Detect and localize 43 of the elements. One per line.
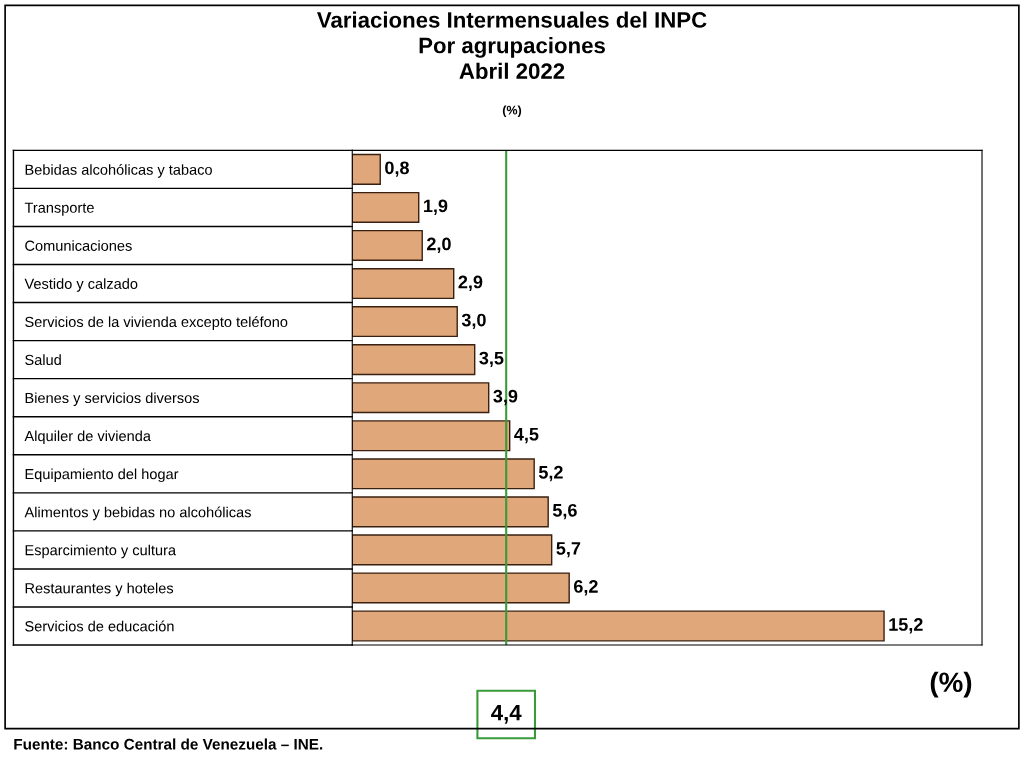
y-tick-label: Equipamiento del hogar bbox=[25, 468, 179, 483]
y-tick-label: Vestido y calzado bbox=[24, 278, 138, 292]
y-tick-label: Alquiler de vivienda bbox=[24, 430, 151, 445]
bar bbox=[352, 191, 420, 223]
bar bbox=[352, 344, 476, 376]
data-label: 0,8 bbox=[385, 161, 409, 177]
y-tick-label: Transporte bbox=[24, 202, 94, 216]
y-tick-label: Restaurantes y hoteles bbox=[25, 582, 174, 597]
bar bbox=[352, 610, 885, 642]
y-tick-label: Servicios de educación bbox=[25, 620, 174, 632]
data-label: 5,2 bbox=[538, 465, 563, 482]
data-label: 5,6 bbox=[552, 503, 577, 520]
data-label: 1,9 bbox=[424, 199, 448, 215]
bar bbox=[352, 229, 423, 262]
bar bbox=[352, 458, 535, 490]
y-tick-label: Comunicaciones bbox=[25, 240, 132, 251]
y-tick-label: Servicios de la vivienda excepto teléfono bbox=[25, 316, 288, 330]
bar bbox=[352, 153, 381, 185]
bar bbox=[352, 382, 490, 414]
ref-line-label: 4,4 bbox=[491, 704, 522, 724]
data-label: 3,0 bbox=[461, 313, 486, 330]
data-label: 4,5 bbox=[514, 427, 539, 444]
bar bbox=[352, 420, 511, 452]
data-label: 5,7 bbox=[556, 542, 581, 558]
bar bbox=[352, 534, 553, 566]
data-label: 3,5 bbox=[479, 351, 504, 368]
bar bbox=[352, 572, 570, 604]
y-tick-label: Esparcimiento y cultura bbox=[25, 544, 177, 559]
chart-subtitle: (%) bbox=[502, 105, 522, 118]
bar bbox=[352, 306, 458, 338]
bar bbox=[352, 267, 455, 300]
data-label: 2,0 bbox=[427, 237, 451, 253]
data-label: 15,2 bbox=[889, 618, 923, 634]
chart-title: Variaciones Intermensuales del INPC Por agrupaciones Abril 2022 bbox=[317, 11, 707, 80]
y-tick-label: Alimentos y bebidas no alcohólicas bbox=[24, 506, 251, 521]
data-label: 6,2 bbox=[574, 580, 598, 596]
y-tick-label: Bienes y servicios diversos bbox=[25, 392, 200, 406]
source-note: Fuente: Banco Central de Venezuela – INE. bbox=[14, 738, 323, 750]
y-tick-label: Bebidas alcohólicas y tabaco bbox=[25, 163, 212, 178]
bar bbox=[352, 496, 549, 528]
x-axis-title: (%) bbox=[930, 671, 972, 698]
y-tick-label: Salud bbox=[25, 354, 61, 366]
data-label: 2,9 bbox=[458, 275, 483, 291]
